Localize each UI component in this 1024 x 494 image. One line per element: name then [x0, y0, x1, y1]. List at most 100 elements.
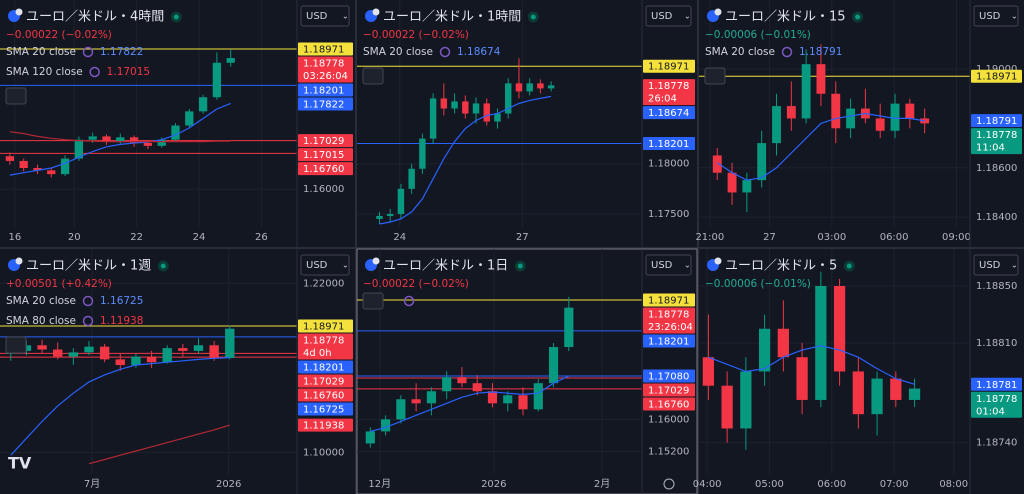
currency-label[interactable]: USD: [306, 260, 328, 271]
currency-label[interactable]: USD: [651, 260, 673, 271]
candle-body: [796, 357, 808, 400]
candle-body: [198, 97, 208, 112]
symbol-icon-flag: [15, 8, 23, 16]
price-label: 1.18201: [303, 86, 344, 97]
candle-body: [193, 345, 204, 351]
candle-body: [846, 108, 856, 129]
time-tick-label: 2026: [216, 479, 241, 490]
candle-body: [721, 385, 733, 429]
candle-body: [178, 348, 188, 351]
price-label: 1.18971: [648, 62, 689, 73]
sma-line: [10, 357, 230, 456]
price-change: −0.00006 (−0.01%): [705, 278, 811, 290]
price-label: 1.18201: [648, 139, 689, 150]
collapse-button[interactable]: [362, 67, 384, 85]
price-label: 1.16760: [303, 164, 344, 175]
candle-body: [503, 395, 513, 404]
collapse-button[interactable]: [5, 336, 27, 354]
time-tick-label: 16: [8, 232, 21, 243]
candle-body: [429, 98, 437, 139]
indicator-icon[interactable]: [89, 66, 100, 78]
candle-body: [37, 345, 47, 350]
candle-body: [143, 142, 153, 146]
currency-label[interactable]: USD: [979, 11, 1001, 22]
indicator-icon[interactable]: [781, 46, 793, 58]
candle-body: [777, 328, 789, 358]
candle-body: [84, 346, 94, 353]
candle-body: [451, 101, 458, 109]
price-label-box: [643, 334, 695, 348]
price-label: 1.18781: [976, 380, 1017, 391]
candle-body: [397, 188, 405, 214]
time-tick-label: 08:00: [939, 479, 968, 490]
price-label: 1.17029: [648, 385, 689, 396]
currency-label[interactable]: USD: [651, 11, 673, 22]
candle-body: [171, 125, 180, 140]
indicator-value: 1.17015: [107, 66, 150, 78]
currency-button[interactable]: [973, 5, 1019, 27]
candle-body: [831, 93, 841, 129]
indicator-value: 1.11938: [100, 315, 143, 327]
market-status: [527, 11, 539, 23]
collapse-button[interactable]: [362, 292, 384, 310]
candle-body: [396, 399, 406, 420]
price-tick-label: 1.16000: [648, 414, 689, 425]
candle-body: [727, 172, 737, 193]
indicator-icon[interactable]: [439, 46, 451, 58]
candle-body: [411, 399, 421, 404]
collapse-button[interactable]: [704, 67, 726, 85]
price-label: 1.18778: [303, 335, 344, 346]
settings-icon[interactable]: [663, 478, 675, 490]
indicator-label: SMA 20 close: [705, 46, 775, 58]
indicator-icon[interactable]: [82, 295, 94, 307]
price-label: 1.17015: [303, 150, 344, 161]
price-change: +0.00501 (+0.42%): [6, 278, 112, 290]
chart-panel: 1.19000 1.18600 1.18400 21:00 27 03:00 06:00 09…: [695, 0, 1024, 247]
indicator-icon[interactable]: [82, 46, 94, 58]
collapse-button[interactable]: [5, 87, 27, 105]
price-label: 1.17029: [303, 376, 344, 387]
price-label: 1.16760: [303, 390, 344, 401]
indicator-icon[interactable]: [403, 295, 415, 307]
currency-button[interactable]: [645, 254, 692, 276]
price-label: 1.18971: [303, 45, 344, 56]
candle-body: [146, 356, 157, 363]
currency-caret: ⌄: [1011, 12, 1018, 21]
candle-body: [442, 377, 452, 392]
panel-background: [356, 248, 698, 494]
candle-body: [157, 139, 166, 146]
price-change: −0.00022 (−0.02%): [363, 278, 469, 290]
symbol-icon-flag: [372, 8, 380, 16]
price-label-box: [643, 397, 695, 411]
candle-body: [905, 103, 915, 119]
currency-button[interactable]: [645, 5, 692, 27]
currency-label[interactable]: USD: [979, 260, 1001, 271]
currency-button[interactable]: [300, 5, 350, 27]
sma-line: [379, 95, 552, 225]
price-label: 1.18674: [648, 108, 689, 119]
candle-body: [758, 328, 771, 372]
chart-panel: 1.22000 1.10000 7月 2026 1.18971 1.18778 4d 0h 1…: [0, 249, 355, 494]
candle-body: [815, 286, 827, 400]
candle-body: [494, 113, 501, 122]
candle-body: [487, 391, 498, 404]
price-tick-label: 1.18810: [976, 338, 1017, 349]
candle-body: [102, 136, 111, 143]
price-label: 1.18971: [976, 72, 1017, 83]
indicator-icon[interactable]: [82, 315, 94, 327]
symbol-icon-flag: [714, 257, 722, 265]
currency-button[interactable]: [300, 254, 350, 276]
price-tick-label: 1.18000: [648, 159, 689, 170]
indicator-value: 1.17822: [100, 46, 143, 58]
price-label-box: [971, 377, 1022, 391]
price-label-box: [971, 128, 1022, 155]
currency-label[interactable]: USD: [306, 11, 328, 22]
price-label-box: [298, 42, 353, 56]
currency-caret: ⌄: [342, 12, 349, 21]
candle-body: [786, 106, 796, 119]
candle-body: [890, 378, 902, 400]
currency-button[interactable]: [973, 254, 1019, 276]
price-label: 1.18971: [648, 295, 689, 306]
candle-body: [702, 357, 714, 386]
countdown-label: 11:04: [976, 143, 1005, 154]
